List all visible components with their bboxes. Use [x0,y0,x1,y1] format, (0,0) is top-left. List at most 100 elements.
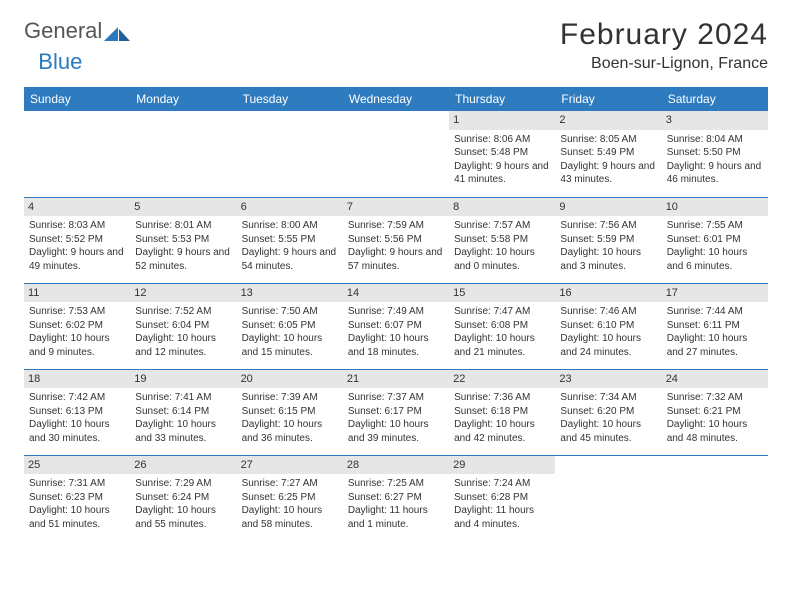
sunrise-text: Sunrise: 7:42 AM [29,391,125,405]
weekday-header: Wednesday [343,87,449,111]
sunrise-text: Sunrise: 8:01 AM [135,219,231,233]
day-number: 16 [555,284,661,303]
day-number: 2 [555,111,661,130]
sunset-text: Sunset: 5:58 PM [454,233,550,247]
day-number: 13 [237,284,343,303]
sunset-text: Sunset: 6:05 PM [242,319,338,333]
calendar-day-cell: . [662,455,768,541]
sunset-text: Sunset: 6:21 PM [667,405,763,419]
sunrise-text: Sunrise: 7:57 AM [454,219,550,233]
sunrise-text: Sunrise: 7:52 AM [135,305,231,319]
calendar-day-cell: 9Sunrise: 7:56 AMSunset: 5:59 PMDaylight… [555,197,661,283]
day-number: 6 [237,198,343,217]
sunset-text: Sunset: 5:59 PM [560,233,656,247]
daylight-text: Daylight: 9 hours and 52 minutes. [135,246,231,273]
brand-part1: General [24,18,102,44]
day-number: 18 [24,370,130,389]
day-number: 11 [24,284,130,303]
sunrise-text: Sunrise: 8:04 AM [667,133,763,147]
sunrise-text: Sunrise: 7:39 AM [242,391,338,405]
sunset-text: Sunset: 6:02 PM [29,319,125,333]
calendar-day-cell: . [130,111,236,197]
daylight-text: Daylight: 11 hours and 1 minute. [348,504,444,531]
day-number: 23 [555,370,661,389]
weekday-header: Tuesday [237,87,343,111]
calendar-day-cell: 16Sunrise: 7:46 AMSunset: 6:10 PMDayligh… [555,283,661,369]
day-number: 15 [449,284,555,303]
calendar-day-cell: 8Sunrise: 7:57 AMSunset: 5:58 PMDaylight… [449,197,555,283]
daylight-text: Daylight: 10 hours and 39 minutes. [348,418,444,445]
weekday-header-row: Sunday Monday Tuesday Wednesday Thursday… [24,87,768,111]
sunrise-text: Sunrise: 7:32 AM [667,391,763,405]
calendar-day-cell: 28Sunrise: 7:25 AMSunset: 6:27 PMDayligh… [343,455,449,541]
sunrise-text: Sunrise: 7:49 AM [348,305,444,319]
day-number: 7 [343,198,449,217]
daylight-text: Daylight: 10 hours and 51 minutes. [29,504,125,531]
sunrise-text: Sunrise: 7:34 AM [560,391,656,405]
daylight-text: Daylight: 10 hours and 33 minutes. [135,418,231,445]
sunrise-text: Sunrise: 8:05 AM [560,133,656,147]
sunrise-text: Sunrise: 7:50 AM [242,305,338,319]
daylight-text: Daylight: 9 hours and 57 minutes. [348,246,444,273]
day-number: 9 [555,198,661,217]
calendar-week-row: 4Sunrise: 8:03 AMSunset: 5:52 PMDaylight… [24,197,768,283]
day-number: 3 [662,111,768,130]
sunset-text: Sunset: 6:13 PM [29,405,125,419]
calendar-day-cell: 19Sunrise: 7:41 AMSunset: 6:14 PMDayligh… [130,369,236,455]
daylight-text: Daylight: 10 hours and 58 minutes. [242,504,338,531]
sunset-text: Sunset: 6:27 PM [348,491,444,505]
sunset-text: Sunset: 6:25 PM [242,491,338,505]
sunrise-text: Sunrise: 7:53 AM [29,305,125,319]
daylight-text: Daylight: 10 hours and 24 minutes. [560,332,656,359]
daylight-text: Daylight: 10 hours and 45 minutes. [560,418,656,445]
calendar-day-cell: . [555,455,661,541]
sunset-text: Sunset: 6:11 PM [667,319,763,333]
sunset-text: Sunset: 6:23 PM [29,491,125,505]
calendar-day-cell: . [24,111,130,197]
sunset-text: Sunset: 5:56 PM [348,233,444,247]
sunset-text: Sunset: 6:04 PM [135,319,231,333]
sunset-text: Sunset: 5:49 PM [560,146,656,160]
sunrise-text: Sunrise: 7:27 AM [242,477,338,491]
sunset-text: Sunset: 6:15 PM [242,405,338,419]
sunset-text: Sunset: 6:18 PM [454,405,550,419]
day-number: 5 [130,198,236,217]
day-number: 21 [343,370,449,389]
calendar-day-cell: 6Sunrise: 8:00 AMSunset: 5:55 PMDaylight… [237,197,343,283]
sunset-text: Sunset: 6:01 PM [667,233,763,247]
weekday-header: Friday [555,87,661,111]
daylight-text: Daylight: 10 hours and 30 minutes. [29,418,125,445]
daylight-text: Daylight: 9 hours and 46 minutes. [667,160,763,187]
calendar-day-cell: 15Sunrise: 7:47 AMSunset: 6:08 PMDayligh… [449,283,555,369]
sunset-text: Sunset: 6:14 PM [135,405,231,419]
weekday-header: Saturday [662,87,768,111]
day-number: 28 [343,456,449,475]
calendar-day-cell: 26Sunrise: 7:29 AMSunset: 6:24 PMDayligh… [130,455,236,541]
sunrise-text: Sunrise: 7:29 AM [135,477,231,491]
calendar-day-cell: 24Sunrise: 7:32 AMSunset: 6:21 PMDayligh… [662,369,768,455]
calendar-day-cell: 12Sunrise: 7:52 AMSunset: 6:04 PMDayligh… [130,283,236,369]
calendar-day-cell: 27Sunrise: 7:27 AMSunset: 6:25 PMDayligh… [237,455,343,541]
daylight-text: Daylight: 11 hours and 4 minutes. [454,504,550,531]
sunset-text: Sunset: 6:17 PM [348,405,444,419]
sunset-text: Sunset: 5:55 PM [242,233,338,247]
calendar-page: General February 2024 Boen-sur-Lignon, F… [0,0,792,559]
calendar-week-row: ....1Sunrise: 8:06 AMSunset: 5:48 PMDayl… [24,111,768,197]
calendar-day-cell: 18 Sunrise: 7:42 AMSunset: 6:13 PMDayligh… [24,369,130,455]
day-number: 17 [662,284,768,303]
daylight-text: Daylight: 10 hours and 9 minutes. [29,332,125,359]
daylight-text: Daylight: 10 hours and 12 minutes. [135,332,231,359]
daylight-text: Daylight: 10 hours and 55 minutes. [135,504,231,531]
sunset-text: Sunset: 6:20 PM [560,405,656,419]
calendar-day-cell: 17 Sunrise: 7:44 AMSunset: 6:11 PMDayligh… [662,283,768,369]
sunset-text: Sunset: 5:53 PM [135,233,231,247]
daylight-text: Daylight: 10 hours and 21 minutes. [454,332,550,359]
calendar-day-cell: . [237,111,343,197]
location-label: Boen-sur-Lignon, France [560,55,768,73]
calendar-day-cell: 1Sunrise: 8:06 AMSunset: 5:48 PMDaylight… [449,111,555,197]
daylight-text: Daylight: 10 hours and 27 minutes. [667,332,763,359]
day-number: 22 [449,370,555,389]
daylight-text: Daylight: 9 hours and 41 minutes. [454,160,550,187]
sunrise-text: Sunrise: 7:44 AM [667,305,763,319]
daylight-text: Daylight: 10 hours and 18 minutes. [348,332,444,359]
